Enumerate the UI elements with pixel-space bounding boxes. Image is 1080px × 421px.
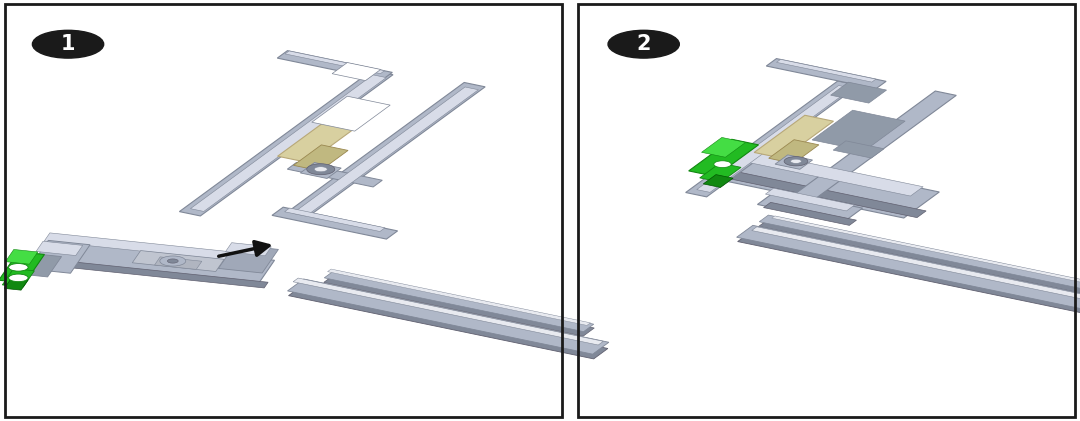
Polygon shape bbox=[703, 175, 733, 187]
Polygon shape bbox=[775, 155, 812, 169]
Polygon shape bbox=[132, 250, 225, 272]
Polygon shape bbox=[282, 83, 485, 221]
Circle shape bbox=[314, 167, 327, 172]
Polygon shape bbox=[45, 259, 268, 288]
Polygon shape bbox=[729, 149, 923, 196]
Polygon shape bbox=[766, 188, 854, 211]
Polygon shape bbox=[288, 285, 608, 359]
Circle shape bbox=[784, 157, 808, 166]
Polygon shape bbox=[700, 163, 741, 182]
Polygon shape bbox=[285, 51, 384, 74]
Polygon shape bbox=[324, 274, 594, 336]
Polygon shape bbox=[287, 163, 382, 187]
Polygon shape bbox=[278, 115, 364, 163]
Circle shape bbox=[9, 264, 28, 271]
Polygon shape bbox=[689, 139, 758, 176]
Polygon shape bbox=[287, 279, 609, 354]
Circle shape bbox=[608, 30, 679, 58]
Circle shape bbox=[167, 259, 178, 263]
Polygon shape bbox=[300, 163, 341, 179]
Polygon shape bbox=[794, 91, 956, 200]
Polygon shape bbox=[831, 82, 887, 103]
Polygon shape bbox=[29, 240, 90, 273]
Circle shape bbox=[608, 30, 679, 58]
Polygon shape bbox=[702, 137, 745, 157]
Polygon shape bbox=[726, 171, 927, 218]
Polygon shape bbox=[218, 245, 279, 273]
Polygon shape bbox=[190, 75, 387, 211]
Circle shape bbox=[307, 164, 335, 175]
Polygon shape bbox=[154, 257, 202, 269]
Polygon shape bbox=[294, 145, 348, 171]
Polygon shape bbox=[5, 250, 38, 264]
Polygon shape bbox=[2, 269, 35, 287]
Text: 1: 1 bbox=[60, 34, 76, 54]
Polygon shape bbox=[738, 231, 1080, 325]
Polygon shape bbox=[18, 253, 62, 277]
Polygon shape bbox=[44, 233, 269, 264]
Polygon shape bbox=[759, 215, 1080, 297]
Polygon shape bbox=[293, 87, 478, 216]
Polygon shape bbox=[752, 227, 1080, 309]
Circle shape bbox=[9, 274, 28, 282]
Polygon shape bbox=[4, 278, 28, 290]
Bar bbox=[578, 4, 1075, 417]
Circle shape bbox=[32, 30, 104, 58]
Polygon shape bbox=[769, 140, 819, 163]
Bar bbox=[578, 4, 1075, 417]
Circle shape bbox=[32, 30, 104, 58]
Polygon shape bbox=[754, 115, 834, 158]
Polygon shape bbox=[767, 59, 886, 89]
Polygon shape bbox=[686, 81, 859, 197]
Polygon shape bbox=[833, 141, 885, 158]
Polygon shape bbox=[757, 190, 863, 222]
Polygon shape bbox=[312, 96, 390, 131]
Polygon shape bbox=[278, 51, 392, 80]
Polygon shape bbox=[772, 216, 1080, 289]
Circle shape bbox=[791, 159, 801, 163]
Text: 2: 2 bbox=[636, 34, 651, 54]
Polygon shape bbox=[697, 85, 852, 192]
Circle shape bbox=[714, 161, 731, 168]
Polygon shape bbox=[36, 241, 83, 256]
Polygon shape bbox=[713, 152, 940, 218]
Bar bbox=[5, 4, 562, 417]
Polygon shape bbox=[777, 59, 876, 82]
Polygon shape bbox=[179, 70, 393, 216]
Polygon shape bbox=[737, 225, 1080, 320]
Polygon shape bbox=[0, 252, 44, 283]
Bar bbox=[5, 4, 562, 417]
Polygon shape bbox=[39, 237, 274, 285]
Polygon shape bbox=[293, 278, 604, 345]
Polygon shape bbox=[272, 207, 397, 239]
Polygon shape bbox=[285, 208, 384, 232]
Polygon shape bbox=[764, 203, 856, 225]
Polygon shape bbox=[812, 110, 905, 151]
Polygon shape bbox=[327, 269, 591, 325]
Circle shape bbox=[160, 256, 186, 266]
Polygon shape bbox=[333, 63, 380, 80]
Polygon shape bbox=[759, 219, 1080, 301]
Polygon shape bbox=[324, 270, 594, 332]
Polygon shape bbox=[226, 242, 271, 256]
